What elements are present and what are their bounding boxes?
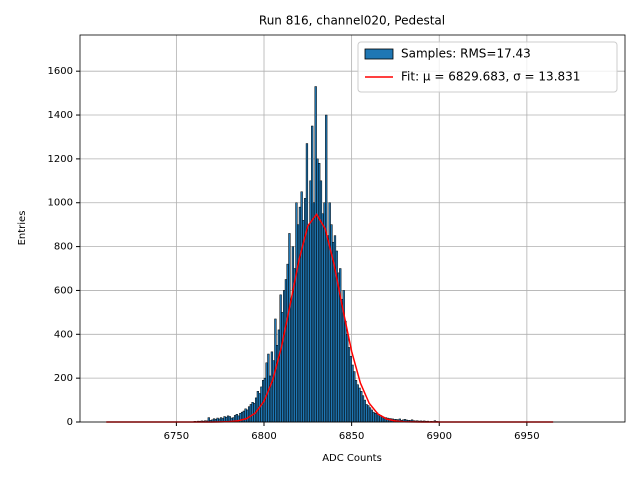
bar	[314, 86, 317, 423]
bar	[356, 384, 359, 423]
y-tick-label: 800	[54, 242, 73, 253]
bar	[247, 406, 251, 423]
y-tick-label: 200	[54, 373, 73, 384]
bar	[353, 371, 356, 423]
chart-title: Run 816, channel020, Pedestal	[259, 14, 445, 28]
bar	[363, 399, 366, 423]
bar	[307, 224, 310, 423]
bar	[332, 241, 335, 423]
bar	[368, 407, 372, 423]
bar	[298, 206, 302, 423]
x-tick-label: 6900	[427, 431, 452, 442]
bar	[244, 408, 247, 423]
bar	[288, 233, 291, 423]
y-tick-label: 1600	[48, 66, 73, 77]
x-tick-label: 6800	[251, 431, 276, 442]
bar	[295, 202, 298, 423]
x-tick-label: 6950	[514, 431, 539, 442]
legend-label: Fit: μ = 6829.683, σ = 13.831	[401, 70, 580, 84]
bar	[344, 320, 347, 423]
bar	[311, 125, 314, 423]
legend-box	[357, 41, 618, 93]
bar	[337, 272, 340, 423]
bar	[354, 380, 358, 423]
bar	[279, 294, 282, 423]
bar	[340, 298, 344, 423]
bar	[351, 364, 354, 423]
bar	[281, 312, 284, 423]
bar	[358, 387, 361, 423]
bar	[286, 263, 289, 423]
bar	[326, 235, 330, 423]
bar	[302, 220, 305, 423]
x-tick-label: 6750	[164, 431, 189, 442]
bar	[300, 191, 303, 423]
bar	[284, 279, 288, 423]
y-tick-label: 1200	[48, 154, 73, 165]
bar	[346, 334, 349, 423]
bar	[318, 163, 321, 423]
bar	[321, 213, 324, 423]
bar	[361, 395, 365, 423]
bar	[256, 391, 259, 423]
bar	[293, 268, 296, 423]
bar	[347, 347, 351, 423]
bar	[374, 412, 377, 423]
y-tick-label: 1400	[48, 110, 73, 121]
bar	[270, 351, 274, 423]
bar	[372, 411, 375, 423]
bar	[249, 404, 252, 423]
bar	[290, 298, 293, 423]
bar	[242, 410, 245, 423]
bar	[365, 404, 368, 423]
y-tick-label: 600	[54, 285, 73, 296]
bar	[251, 402, 254, 423]
legend-label: Samples: RMS=17.43	[401, 47, 531, 61]
bar	[276, 345, 279, 423]
y-tick-label: 1000	[48, 198, 73, 209]
bar	[328, 202, 331, 423]
bar	[370, 409, 373, 423]
bar	[360, 391, 363, 423]
bar	[305, 143, 309, 423]
bar	[312, 202, 316, 423]
x-axis-label: ADC Counts	[322, 453, 382, 464]
y-tick-label: 400	[54, 329, 73, 340]
bar	[277, 329, 281, 423]
y-axis-label: Entries	[17, 211, 28, 246]
legend-patch	[364, 48, 394, 60]
y-tick-label: 0	[67, 417, 73, 428]
bar	[291, 246, 295, 423]
plot-frame	[79, 34, 626, 423]
bar	[297, 224, 300, 423]
bar	[272, 360, 275, 423]
bar	[316, 158, 319, 423]
bar	[325, 114, 328, 423]
bar	[246, 409, 249, 423]
bar	[309, 180, 312, 423]
bar	[349, 355, 352, 423]
bar	[319, 180, 323, 423]
x-tick-label: 6850	[339, 431, 364, 442]
bar	[283, 290, 286, 423]
bar	[323, 202, 326, 423]
bar	[367, 405, 370, 423]
